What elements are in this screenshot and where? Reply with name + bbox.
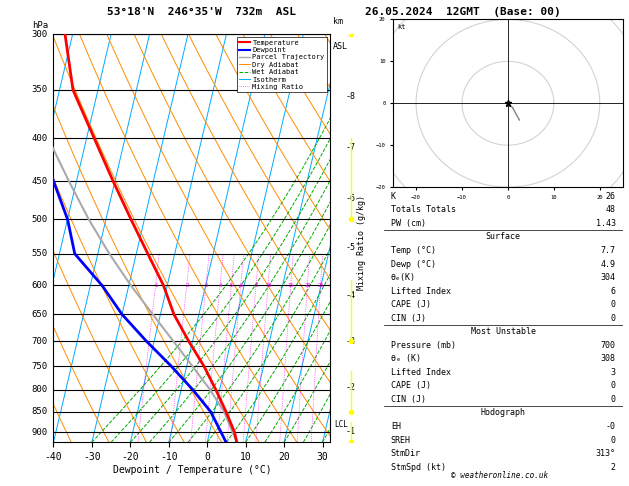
Text: 600: 600 bbox=[32, 281, 48, 290]
Text: K: K bbox=[391, 192, 396, 201]
Text: 700: 700 bbox=[32, 337, 48, 346]
Text: StmDir: StmDir bbox=[391, 449, 421, 458]
Text: PW (cm): PW (cm) bbox=[391, 219, 426, 228]
Text: 48: 48 bbox=[606, 206, 616, 214]
Text: CAPE (J): CAPE (J) bbox=[391, 382, 431, 390]
Text: 900: 900 bbox=[32, 428, 48, 437]
Text: kt: kt bbox=[398, 24, 406, 30]
Text: -6: -6 bbox=[345, 194, 355, 203]
Text: 20: 20 bbox=[304, 283, 311, 288]
Text: Pressure (mb): Pressure (mb) bbox=[391, 341, 456, 350]
Text: θₑ (K): θₑ (K) bbox=[391, 354, 421, 363]
Text: 0: 0 bbox=[611, 382, 616, 390]
Text: ASL: ASL bbox=[333, 42, 348, 51]
Text: 850: 850 bbox=[32, 407, 48, 416]
Text: 308: 308 bbox=[601, 354, 616, 363]
Text: 15: 15 bbox=[287, 283, 294, 288]
Text: Surface: Surface bbox=[486, 232, 521, 242]
Text: 350: 350 bbox=[32, 86, 48, 94]
Text: 450: 450 bbox=[32, 176, 48, 186]
Text: 3: 3 bbox=[611, 368, 616, 377]
Text: -5: -5 bbox=[345, 243, 355, 252]
Text: 25: 25 bbox=[317, 283, 324, 288]
Text: Dewp (°C): Dewp (°C) bbox=[391, 260, 436, 268]
Text: -8: -8 bbox=[345, 91, 355, 101]
Text: 4.9: 4.9 bbox=[601, 260, 616, 268]
Text: EH: EH bbox=[391, 422, 401, 431]
Text: Mixing Ratio (g/kg): Mixing Ratio (g/kg) bbox=[357, 195, 366, 291]
Text: 6: 6 bbox=[611, 287, 616, 295]
Text: LCL: LCL bbox=[335, 420, 348, 429]
Text: 400: 400 bbox=[32, 134, 48, 143]
Text: 550: 550 bbox=[32, 249, 48, 258]
Text: -0: -0 bbox=[606, 422, 616, 431]
Text: 3: 3 bbox=[204, 283, 208, 288]
Text: CAPE (J): CAPE (J) bbox=[391, 300, 431, 309]
Text: θₑ(K): θₑ(K) bbox=[391, 273, 416, 282]
Text: 5: 5 bbox=[230, 283, 233, 288]
Text: 500: 500 bbox=[32, 215, 48, 224]
Text: 6: 6 bbox=[239, 283, 242, 288]
Text: -7: -7 bbox=[345, 143, 355, 152]
Text: 2: 2 bbox=[611, 463, 616, 471]
Text: Temp (°C): Temp (°C) bbox=[391, 246, 436, 255]
Text: -1: -1 bbox=[345, 427, 355, 436]
Text: 700: 700 bbox=[601, 341, 616, 350]
Text: Most Unstable: Most Unstable bbox=[470, 327, 536, 336]
X-axis label: Dewpoint / Temperature (°C): Dewpoint / Temperature (°C) bbox=[113, 465, 271, 475]
Text: -4: -4 bbox=[345, 291, 355, 299]
Text: Totals Totals: Totals Totals bbox=[391, 206, 456, 214]
Text: 313°: 313° bbox=[596, 449, 616, 458]
Text: 4: 4 bbox=[218, 283, 221, 288]
Text: 26.05.2024  12GMT  (Base: 00): 26.05.2024 12GMT (Base: 00) bbox=[365, 7, 560, 17]
Text: 8: 8 bbox=[254, 283, 258, 288]
Text: Hodograph: Hodograph bbox=[481, 408, 526, 417]
Text: CIN (J): CIN (J) bbox=[391, 313, 426, 323]
Text: 7.7: 7.7 bbox=[601, 246, 616, 255]
Text: 0: 0 bbox=[611, 395, 616, 404]
Text: 304: 304 bbox=[601, 273, 616, 282]
Text: hPa: hPa bbox=[32, 21, 48, 30]
Text: StmSpd (kt): StmSpd (kt) bbox=[391, 463, 446, 471]
Text: km: km bbox=[333, 17, 343, 26]
Text: 300: 300 bbox=[32, 30, 48, 38]
Text: 800: 800 bbox=[32, 385, 48, 394]
Text: 1.43: 1.43 bbox=[596, 219, 616, 228]
Text: CIN (J): CIN (J) bbox=[391, 395, 426, 404]
Legend: Temperature, Dewpoint, Parcel Trajectory, Dry Adiabat, Wet Adiabat, Isotherm, Mi: Temperature, Dewpoint, Parcel Trajectory… bbox=[237, 37, 326, 92]
Text: 1: 1 bbox=[154, 283, 157, 288]
Text: 0: 0 bbox=[611, 313, 616, 323]
Text: 0: 0 bbox=[611, 300, 616, 309]
Text: 2: 2 bbox=[185, 283, 188, 288]
Text: -2: -2 bbox=[345, 383, 355, 392]
Text: 53°18'N  246°35'W  732m  ASL: 53°18'N 246°35'W 732m ASL bbox=[107, 7, 296, 17]
Text: 0: 0 bbox=[611, 435, 616, 445]
Text: -3: -3 bbox=[345, 337, 355, 346]
Text: 10: 10 bbox=[265, 283, 271, 288]
Text: Lifted Index: Lifted Index bbox=[391, 287, 451, 295]
Text: © weatheronline.co.uk: © weatheronline.co.uk bbox=[452, 471, 548, 480]
Text: 750: 750 bbox=[32, 362, 48, 371]
Text: SREH: SREH bbox=[391, 435, 411, 445]
Text: Lifted Index: Lifted Index bbox=[391, 368, 451, 377]
Text: 650: 650 bbox=[32, 310, 48, 319]
Text: 26: 26 bbox=[606, 192, 616, 201]
